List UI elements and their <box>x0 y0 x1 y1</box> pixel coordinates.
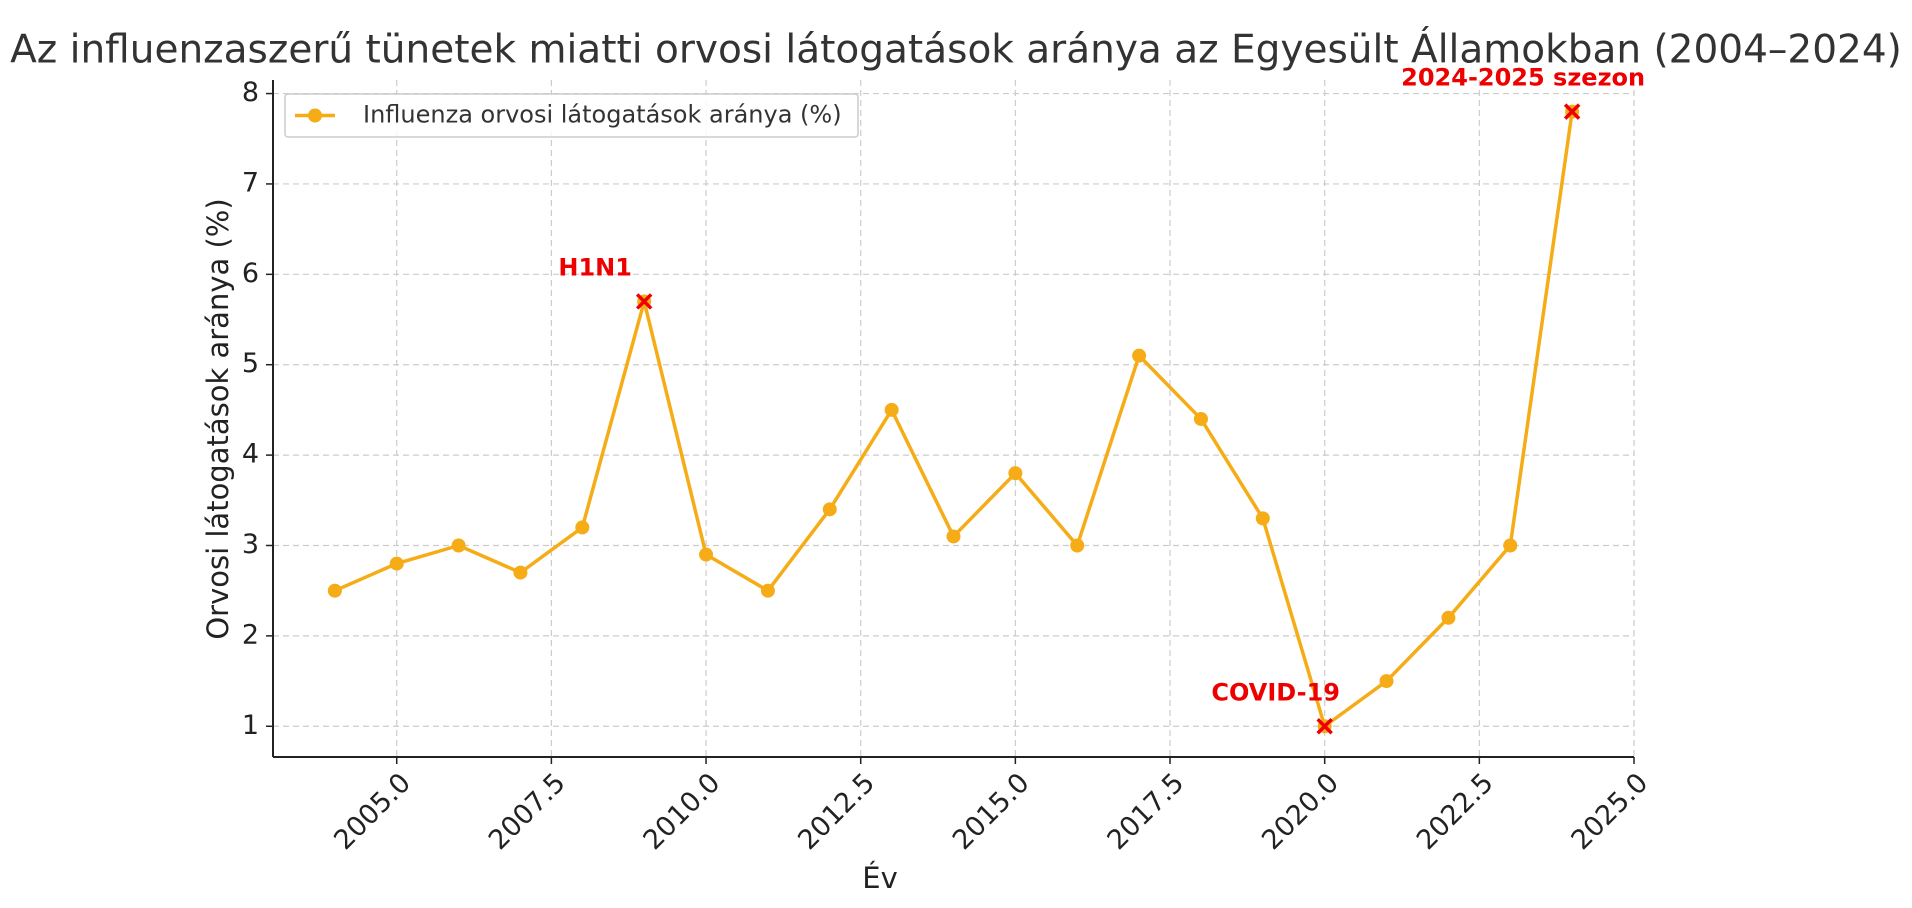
annotation-label: 2024-2025 szezon <box>1401 64 1645 92</box>
legend: Influenza orvosi látogatások aránya (%) <box>284 93 859 138</box>
data-point <box>1070 538 1085 553</box>
data-point <box>1441 610 1456 625</box>
data-point <box>327 583 342 598</box>
series-line <box>334 111 1574 729</box>
data-point <box>389 556 404 571</box>
data-point <box>1008 466 1023 481</box>
y-tick-label: 8 <box>242 77 259 108</box>
data-point <box>699 547 714 562</box>
data-point <box>884 402 899 417</box>
x-axis-label: Év <box>862 861 898 895</box>
data-point <box>1503 538 1518 553</box>
y-tick-label: 2 <box>242 619 259 650</box>
data-point <box>822 502 837 517</box>
x-tick-label: 2015.0 <box>947 767 1036 856</box>
data-point <box>451 538 466 553</box>
annotation-marker <box>1563 103 1581 120</box>
y-tick-label: 4 <box>242 439 259 470</box>
data-point <box>1255 511 1270 526</box>
data-point <box>1132 348 1147 363</box>
y-tick-label: 1 <box>242 710 259 741</box>
legend-marker <box>308 108 322 123</box>
x-tick-label: 2020.0 <box>1256 767 1345 856</box>
legend-label: Influenza orvosi látogatások aránya (%) <box>363 101 842 129</box>
data-point <box>575 520 590 535</box>
x-tick-label: 2007.5 <box>483 767 572 856</box>
y-axis-label: Orvosi látogatások aránya (%) <box>201 198 235 639</box>
data-point <box>946 529 961 544</box>
annotation-label: COVID-19 <box>1211 678 1340 706</box>
y-tick-label: 7 <box>242 167 259 198</box>
data-point <box>1193 411 1208 426</box>
x-tick-label: 2005.0 <box>328 767 417 856</box>
x-tick-label: 2025.0 <box>1566 767 1655 856</box>
y-tick-label: 6 <box>242 258 259 289</box>
y-tick-label: 5 <box>242 348 259 379</box>
y-tick-label: 3 <box>242 529 259 560</box>
legend-box <box>284 93 859 138</box>
annotation-marker <box>635 293 653 310</box>
data-point <box>1379 674 1394 689</box>
x-tick-label: 2012.5 <box>792 767 881 856</box>
x-tick-label: 2022.5 <box>1411 767 1500 856</box>
data-point <box>760 583 775 598</box>
x-tick-label: 2010.0 <box>638 767 727 856</box>
annotation-marker <box>1316 718 1333 735</box>
data-point <box>513 565 528 580</box>
chart-title: Az influenzaszerű tünetek miatti orvosi … <box>10 26 1902 73</box>
x-tick-label: 2017.5 <box>1102 767 1191 856</box>
annotation-label: H1N1 <box>558 253 632 281</box>
